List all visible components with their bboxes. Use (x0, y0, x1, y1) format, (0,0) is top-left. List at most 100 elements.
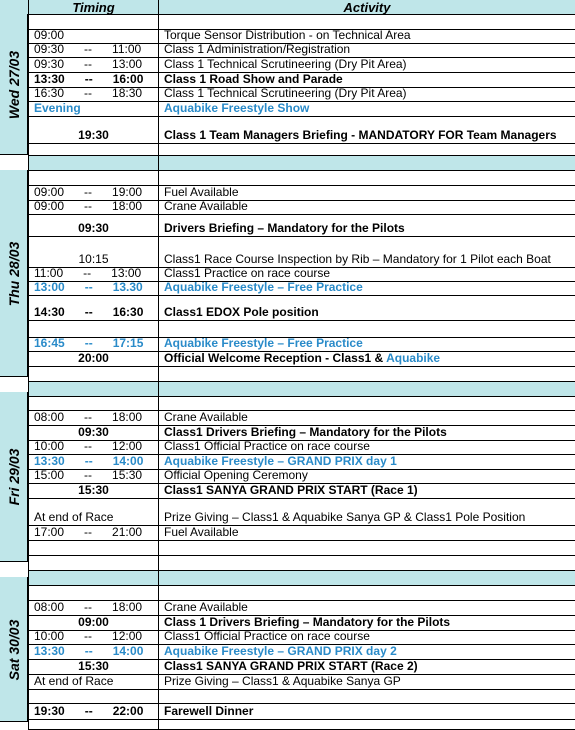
timing-cell: 15:30 (28, 660, 158, 675)
timing-cell: 19:30 (28, 117, 158, 144)
activity-cell: Class 1 Drivers Briefing – Mandatory for… (158, 616, 575, 631)
timing-cell (28, 586, 158, 601)
schedule-row: At end of Race Prize Giving – Class1 & Aq… (0, 499, 575, 526)
timing-cell: 10:15 (28, 237, 158, 268)
activity-label: Class1 Official Practice on race course (164, 441, 370, 453)
timing-cell (28, 556, 158, 571)
timing-text: 09:00 (78, 616, 109, 629)
schedule-row (0, 397, 575, 411)
activity-label: Class1 SANYA GRAND PRIX START (Race 2) (164, 660, 418, 673)
timing-text: 15:30 (78, 484, 109, 497)
activity-cell: Drivers Briefing – Mandatory for the Pil… (158, 215, 575, 237)
timing-cell (28, 541, 158, 556)
timing-text: At end of Race (34, 675, 114, 688)
activity-cell: Crane Available (158, 201, 575, 215)
schedule-row (0, 367, 575, 382)
activity-label: Aquabike Freestyle Show (164, 102, 310, 115)
activity-text: Drivers Briefing – Mandatory for the Pil… (164, 222, 571, 235)
activity-text: Class 1 Technical Scrutineering (Dry Pit… (164, 88, 571, 100)
activity-text: Class1 Official Practice on race course (164, 631, 571, 643)
schedule-row: 13:30 -- 16:00 Class 1 Road Show and Para… (0, 73, 575, 88)
timing-cell: Evening (28, 102, 158, 117)
activity-label: Fuel Available (164, 526, 239, 539)
day-block: Thu 28/03 (0, 170, 28, 377)
timing-cell: 09:00 -- 18:00 (28, 201, 158, 215)
activity-cell: Aquabike Freestyle – Free Practice (158, 282, 575, 296)
timing-text: 17:00 -- 21:00 (34, 526, 143, 539)
schedule-row: 13:00 -- 13.30 Aquabike Freestyle – Free … (0, 282, 575, 296)
activity-label: Crane Available (164, 411, 248, 424)
activity-cell: Aquabike Freestyle Show (158, 102, 575, 117)
timing-cell (28, 15, 158, 30)
schedule-row: 09:30 -- 11:00 Class 1 Administration/Reg… (0, 44, 575, 58)
activity-label-highlight: Aquabike (386, 352, 441, 365)
activity-text: Class 1 Administration/Registration (164, 44, 571, 56)
schedule-row: At end of Race Prize Giving – Class1 & Aq… (0, 675, 575, 690)
activity-cell: Official Opening Ceremony (158, 470, 575, 484)
activity-cell: Torque Sensor Distribution - on Technica… (158, 30, 575, 44)
header-row: Timing Activity (0, 0, 575, 15)
activity-text: Official Welcome Reception - Class1 & Aq… (164, 352, 571, 365)
activity-label: Class1 Practice on race course (164, 268, 331, 280)
timing-cell (28, 397, 158, 411)
schedule-row (0, 556, 575, 571)
activity-cell: Class 1 Technical Scrutineering (Dry Pit… (158, 58, 575, 73)
timing-cell: 09:30 -- 11:00 (28, 44, 158, 58)
activity-label: Class1 EDOX Pole position (164, 305, 319, 319)
activity-text: Class1 SANYA GRAND PRIX START (Race 2) (164, 660, 571, 673)
activity-cell: Class 1 Technical Scrutineering (Dry Pit… (158, 88, 575, 102)
schedule-row: 10:00 -- 12:00 Class1 Official Practice o… (0, 631, 575, 645)
timing-cell: 14:30 -- 16:30 (28, 296, 158, 321)
schedule-row: 09:30 Drivers Briefing – Mandatory for th… (0, 215, 575, 237)
day-separator-row (0, 156, 575, 171)
schedule-row: 15:30 Class1 SANYA GRAND PRIX START (Race… (0, 660, 575, 675)
schedule-row: 09:30 Class1 Drivers Briefing – Mandatory… (0, 426, 575, 441)
schedule-row: 09:30 -- 13:00 Class 1 Technical Scrutine… (0, 58, 575, 73)
activity-text: Class 1 Road Show and Parade (164, 73, 571, 86)
activity-text: Class 1 Technical Scrutineering (Dry Pit… (164, 58, 571, 71)
schedule-row (0, 144, 575, 156)
timing-cell: 15:00 -- 15:30 (28, 470, 158, 484)
activity-label: Aquabike Freestyle – GRAND PRIX day 1 (164, 455, 397, 468)
timing-text: 16:45 -- 17:15 (34, 338, 144, 350)
activity-cell: Class1 Race Course Inspection by Rib – M… (158, 237, 575, 268)
activity-text: Class1 SANYA GRAND PRIX START (Race 1) (164, 484, 571, 497)
activity-text: Class 1 Drivers Briefing – Mandatory for… (164, 616, 571, 629)
activity-label: Class1 Official Practice on race course (164, 631, 370, 643)
activity-cell: Fuel Available (158, 186, 575, 201)
timing-text: 08:00 -- 18:00 (34, 411, 143, 424)
activity-cell (158, 382, 575, 397)
timing-text: 09:30 (78, 221, 109, 235)
schedule-row (0, 586, 575, 601)
schedule-row: 10:00 -- 12:00 Class1 Official Practice o… (0, 441, 575, 455)
activity-label: Class 1 Team Managers Briefing - MANDATO… (164, 128, 557, 142)
timing-text: 09:30 -- 13:00 (34, 58, 143, 71)
timing-cell: 16:30 -- 18:30 (28, 88, 158, 102)
activity-cell: Aquabike Freestyle – Free Practice (158, 338, 575, 352)
timing-cell: At end of Race (28, 499, 158, 526)
activity-cell: Crane Available (158, 601, 575, 616)
activity-cell (158, 171, 575, 186)
timing-cell (28, 171, 158, 186)
timing-text: 19:30 -- 22:00 (34, 704, 144, 718)
activity-label: Fuel Available (164, 186, 239, 199)
schedule-row: 13:30 -- 14:00 Aquabike Freestyle – GRAND… (0, 645, 575, 660)
activity-label: Prize Giving – Class1 & Aquabike Sanya G… (164, 510, 526, 524)
timing-cell: 09:30 (28, 426, 158, 441)
timing-text: 10:00 -- 12:00 (34, 441, 143, 453)
schedule-row: 16:30 -- 18:30 Class 1 Technical Scrutine… (0, 88, 575, 102)
activity-label: Class1 Race Course Inspection by Rib – M… (164, 252, 551, 266)
activity-cell (158, 541, 575, 556)
activity-cell: Class 1 Road Show and Parade (158, 73, 575, 88)
activity-text: Aquabike Freestyle – GRAND PRIX day 2 (164, 645, 571, 658)
timing-text: 09:30 -- 11:00 (34, 44, 142, 56)
timing-text: 13:00 -- 13.30 (34, 282, 143, 294)
activity-cell: Aquabike Freestyle – GRAND PRIX day 1 (158, 455, 575, 470)
activity-cell: Prize Giving – Class1 & Aquabike Sanya G… (158, 675, 575, 690)
activity-cell (158, 15, 575, 30)
timing-text: 15:30 (78, 660, 109, 673)
activity-label: Crane Available (164, 601, 248, 614)
activity-text: Prize Giving – Class1 & Aquabike Sanya G… (164, 675, 571, 688)
activity-cell: Class 1 Administration/Registration (158, 44, 575, 58)
timing-cell: At end of Race (28, 675, 158, 690)
